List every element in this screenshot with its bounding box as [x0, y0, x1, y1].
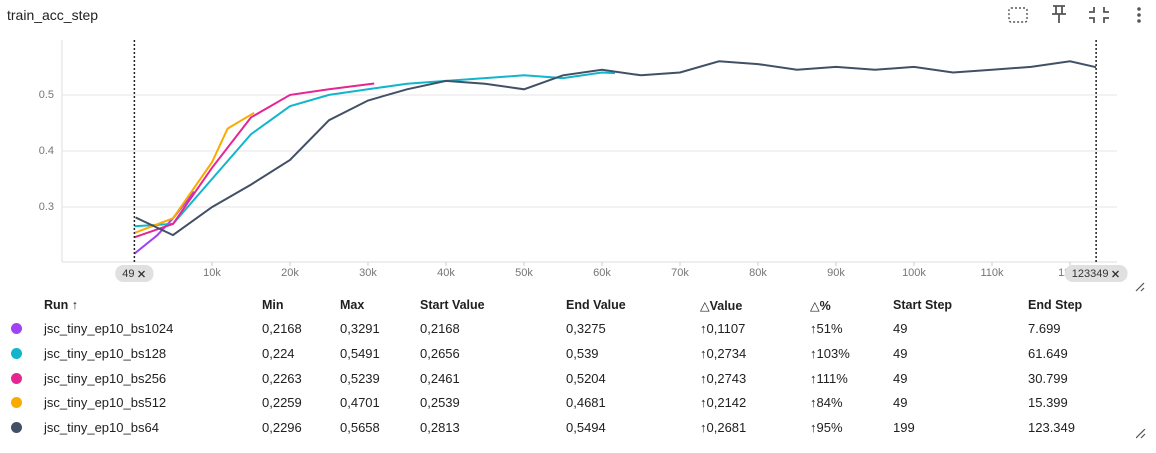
- table-cell: 49: [893, 321, 908, 336]
- table-cell: 0,2813: [420, 420, 460, 436]
- column-header: End Value: [566, 298, 626, 312]
- x-tick-label: 80k: [749, 267, 767, 279]
- table-cell: 0,2539: [420, 395, 460, 411]
- table-cell: ↑0,2142: [700, 395, 747, 411]
- toolbar: [1008, 5, 1141, 23]
- table-cell: 0,539: [566, 345, 599, 361]
- x-tick-label: 40k: [437, 267, 455, 279]
- table-cell: 0,2168: [262, 321, 302, 336]
- column-header: Start Step: [893, 298, 953, 312]
- x-tick-label: 110k: [980, 267, 1004, 279]
- table-cell: 0,2296: [262, 420, 302, 436]
- table-cell: jsc_tiny_ep10_bs64: [44, 420, 159, 436]
- fullscreen-button[interactable]: [1008, 7, 1028, 23]
- table-cell: ↑0,2681: [700, 420, 747, 436]
- table-cell: ↑0,2743: [700, 370, 747, 386]
- table-cell: 0,5204: [566, 370, 606, 386]
- table-cell: ↑51%: [810, 321, 843, 336]
- run-color: [11, 323, 22, 334]
- y-tick-label: 0.3: [39, 201, 54, 213]
- table-cell: ↑95%: [810, 420, 843, 436]
- step-marker-text: 123349: [1072, 268, 1109, 280]
- table-cell: jsc_tiny_ep10_bs256: [44, 370, 167, 386]
- table-cell: 0,5491: [340, 345, 380, 361]
- table-cell: ↑0,2734: [700, 345, 747, 361]
- column-header: △Value: [700, 299, 743, 313]
- table-cell: 7.699: [1028, 321, 1061, 336]
- step-marker-label: 123349: [1064, 265, 1128, 282]
- table-cell: 49: [893, 395, 908, 411]
- table-cell: 0,5658: [340, 420, 380, 436]
- resize-handle[interactable]: [1136, 429, 1146, 439]
- run-color: [11, 422, 22, 434]
- x-tick-label: 20k: [281, 267, 299, 279]
- table-cell: 0,3291: [340, 321, 380, 336]
- table-cell: 49: [893, 345, 908, 361]
- table-cell: 15.399: [1028, 395, 1068, 411]
- table-cell: ↑111%: [810, 370, 848, 386]
- x-tick-label: 50k: [515, 267, 533, 279]
- table-cell: 49: [893, 370, 908, 386]
- card-title: train_acc_step: [7, 7, 99, 23]
- step-marker-box: [1064, 265, 1128, 282]
- table-cell: 0,2461: [420, 370, 460, 386]
- table-cell: 0,2656: [420, 345, 460, 361]
- x-tick-label: 70k: [671, 267, 689, 279]
- column-header: Min: [262, 298, 284, 312]
- table-cell: ↑0,1107: [700, 321, 746, 336]
- step-marker-label: 49: [115, 265, 154, 282]
- x-tick-label: 10k: [203, 267, 221, 279]
- column-header: Start Value: [420, 298, 485, 312]
- remove-marker[interactable]: [1112, 270, 1119, 278]
- data-table: Run ↑ Min Max Start Value End Value △Value △% S…: [0, 292, 1156, 442]
- remove-marker[interactable]: [138, 270, 145, 278]
- series-line: [134, 82, 375, 239]
- x-tick-label: 90k: [827, 267, 845, 279]
- x-tick-label: 60k: [593, 267, 611, 279]
- column-header: △%: [810, 299, 831, 313]
- table-cell: 0,5239: [340, 370, 380, 386]
- menu-button[interactable]: [1137, 7, 1141, 23]
- chart: 0.3 0.4 0.5 10k 20k 30k 40k 50k 60k 70k 80k 90k 100k…: [39, 40, 1145, 292]
- table-cell: 0,5494: [566, 420, 606, 436]
- table-cell: 0,2259: [262, 395, 302, 411]
- pin-button[interactable]: [1052, 5, 1066, 23]
- step-marker-box: [115, 265, 154, 282]
- run-color: [11, 372, 22, 384]
- series-line: [135, 60, 1097, 237]
- collapse-button[interactable]: [1089, 7, 1109, 23]
- table-cell: 123.349: [1028, 420, 1075, 436]
- step-marker-text: 49: [122, 268, 134, 280]
- table-cell: 0,224: [262, 345, 295, 361]
- x-tick-label: 30k: [359, 267, 377, 279]
- series-line: [134, 71, 615, 228]
- column-header: Max: [340, 298, 365, 312]
- series-line: [134, 111, 255, 234]
- table-cell: ↑103%: [810, 345, 850, 361]
- table-cell: 199: [893, 420, 915, 436]
- column-header: Run ↑: [44, 298, 79, 312]
- table-cell: 0,4701: [340, 395, 380, 411]
- table-cell: ↑84%: [810, 395, 843, 411]
- run-color: [11, 347, 22, 359]
- table-cell: 0,4681: [566, 395, 606, 411]
- table-cell: jsc_tiny_ep10_bs128: [44, 345, 167, 361]
- table-cell: 0,3275: [566, 321, 606, 336]
- x-tick-label: 100k: [902, 267, 926, 279]
- column-header: End Step: [1028, 298, 1083, 312]
- table-cell: 61.649: [1028, 345, 1068, 361]
- table-cell: jsc_tiny_ep10_bs512: [44, 395, 167, 411]
- y-tick-label: 0.5: [39, 89, 54, 101]
- y-tick-label: 0.4: [39, 145, 54, 157]
- table-cell: jsc_tiny_ep10_bs1024: [44, 321, 174, 336]
- table-cell: 0,2263: [262, 370, 302, 386]
- table-cell: 30.799: [1028, 370, 1068, 386]
- resize-handle[interactable]: [1135, 282, 1145, 292]
- table-cell: 0,2168: [420, 321, 460, 336]
- run-color: [11, 397, 22, 409]
